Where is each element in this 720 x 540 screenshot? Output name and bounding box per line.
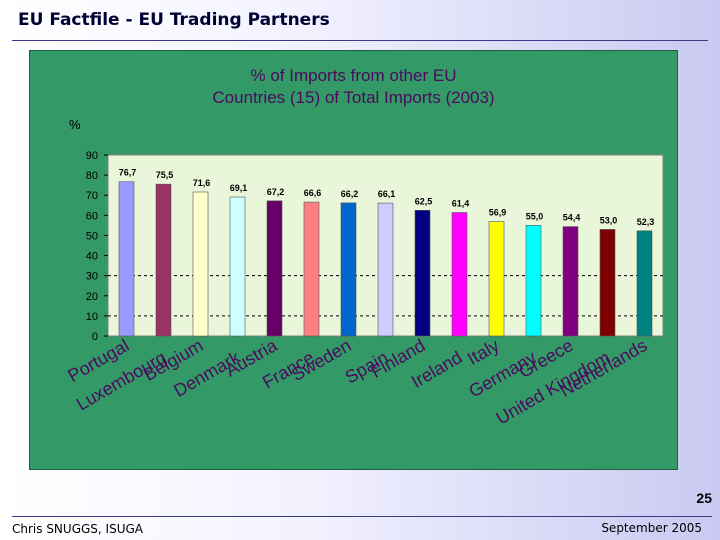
- footer-date: September 2005: [601, 521, 702, 535]
- data-label: 56,9: [489, 208, 507, 218]
- bar: [525, 225, 542, 337]
- y-tick-label: 90: [86, 150, 98, 162]
- data-label: 66,1: [378, 189, 396, 199]
- bar-chart: 010203040506070809076,7Portugal75,5Luxem…: [64, 150, 664, 429]
- data-label: 54,4: [563, 213, 581, 223]
- bar: [599, 229, 616, 337]
- data-label: 67,2: [267, 187, 285, 197]
- data-label: 69,1: [230, 183, 248, 193]
- bar: [377, 202, 394, 337]
- chart-title-line-1: % of Imports from other EU: [250, 66, 457, 85]
- y-tick-label: 30: [86, 271, 98, 283]
- bar: [414, 210, 431, 337]
- chart-title: % of Imports from other EU Countries (15…: [30, 65, 677, 109]
- category-label: Italy: [464, 335, 503, 369]
- footer-author: Chris SNUGGS, ISUGA: [12, 522, 143, 536]
- bar: [229, 196, 246, 337]
- slide-title: EU Factfile - EU Trading Partners: [18, 10, 330, 30]
- y-tick-label: 70: [86, 190, 98, 202]
- bar: [451, 212, 468, 337]
- bar: [488, 221, 505, 337]
- y-tick-label: 20: [86, 291, 98, 303]
- data-label: 61,4: [452, 199, 470, 209]
- page-number: 25: [696, 490, 712, 506]
- y-tick-label: 50: [86, 230, 98, 242]
- y-tick-label: 10: [86, 311, 98, 323]
- y-tick-label: 60: [86, 210, 98, 222]
- data-label: 66,6: [304, 188, 322, 198]
- data-label: 75,5: [156, 170, 174, 180]
- data-label: 55,0: [526, 211, 544, 221]
- chart-panel: % of Imports from other EU Countries (15…: [29, 50, 678, 470]
- y-tick-label: 40: [86, 251, 98, 263]
- bar: [155, 183, 172, 337]
- bar: [340, 202, 357, 337]
- data-label: 62,5: [415, 196, 433, 206]
- data-label: 66,2: [341, 189, 359, 199]
- chart-title-line-2: Countries (15) of Total Imports (2003): [212, 88, 495, 107]
- data-label: 76,7: [119, 168, 137, 178]
- title-divider: [12, 40, 708, 41]
- y-axis-label: %: [69, 117, 81, 132]
- bar: [266, 200, 283, 337]
- y-tick-label: 0: [92, 331, 98, 343]
- bar: [192, 191, 209, 337]
- data-label: 71,6: [193, 178, 211, 188]
- bar: [636, 230, 653, 337]
- bar: [562, 226, 579, 337]
- bar: [118, 181, 135, 337]
- footer-divider: [12, 516, 712, 517]
- bar: [303, 201, 320, 337]
- y-tick-label: 80: [86, 170, 98, 182]
- data-label: 52,3: [637, 217, 655, 227]
- data-label: 53,0: [600, 215, 618, 225]
